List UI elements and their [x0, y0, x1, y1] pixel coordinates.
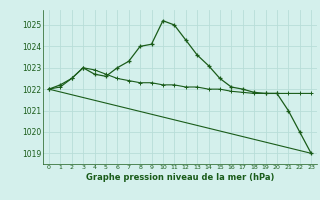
X-axis label: Graphe pression niveau de la mer (hPa): Graphe pression niveau de la mer (hPa)	[86, 173, 274, 182]
